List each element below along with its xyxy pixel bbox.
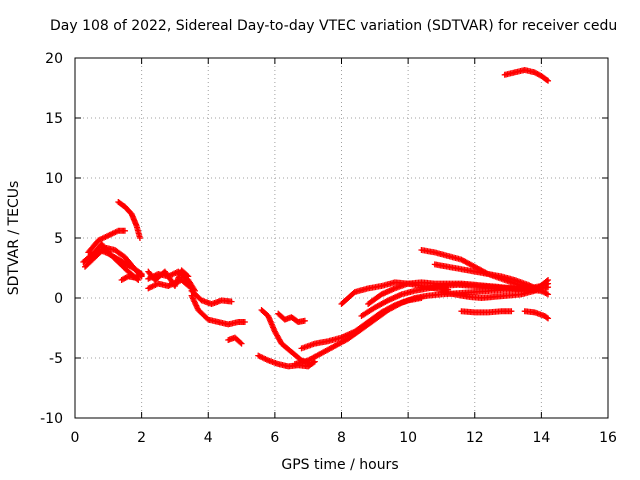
x-tick-label: 10 [399, 430, 417, 446]
series-track-23 [438, 277, 552, 301]
data-point [241, 319, 248, 325]
series-track-26 [501, 67, 552, 84]
data-point [390, 302, 397, 309]
data-layer [80, 67, 552, 370]
data-point [383, 298, 390, 305]
series-track-12 [225, 334, 245, 347]
x-tick-label: 14 [532, 430, 550, 446]
data-point [187, 284, 194, 291]
y-tick-label: -10 [40, 411, 63, 427]
x-tick-label: 0 [71, 430, 80, 446]
series-track-15 [275, 310, 308, 325]
data-point [238, 340, 245, 347]
data-point [136, 235, 143, 241]
data-point [545, 291, 552, 298]
y-tick-label: 15 [45, 111, 63, 127]
y-tick-label: 20 [45, 51, 63, 67]
data-point [237, 339, 244, 346]
series-track-09 [145, 267, 192, 289]
series-track-10 [188, 287, 235, 307]
y-tick-label: 10 [45, 171, 63, 187]
data-point [543, 290, 550, 297]
x-axis-label: GPS time / hours [281, 457, 399, 473]
x-tick-label: 12 [466, 430, 484, 446]
data-point [138, 272, 145, 279]
data-point [301, 317, 308, 324]
series-track-25 [521, 308, 552, 322]
series-track-24 [458, 308, 515, 316]
data-point [184, 272, 191, 279]
data-point [543, 77, 550, 83]
data-point [508, 308, 515, 315]
x-tick-label: 8 [337, 430, 346, 446]
y-tick-label: -5 [49, 351, 63, 367]
series-track-11 [188, 292, 248, 328]
data-point [545, 77, 552, 84]
x-tick-label: 6 [270, 430, 279, 446]
x-tick-label: 2 [137, 430, 146, 446]
data-point [545, 315, 552, 322]
y-tick-label: 5 [54, 231, 63, 247]
data-point [121, 227, 128, 234]
series-track-05 [118, 272, 145, 283]
data-point [418, 295, 425, 301]
data-point [185, 273, 192, 280]
chart-title: Day 108 of 2022, Sidereal Day-to-day VTE… [50, 18, 618, 34]
series-track-06 [115, 199, 143, 241]
tick-layer: 0 2 4 6 8 10 12 14 16 -10 -5 0 5 10 15 20 [40, 51, 617, 446]
data-point [545, 277, 552, 283]
y-tick-label: 0 [54, 291, 63, 307]
x-tick-label: 16 [599, 430, 617, 446]
x-tick-label: 4 [204, 430, 213, 446]
series-track-03 [85, 227, 128, 256]
series-track-17 [298, 295, 425, 352]
data-point [543, 314, 550, 321]
data-point [228, 298, 235, 305]
series-track-22 [431, 261, 552, 298]
grid-layer [75, 58, 608, 418]
data-point [543, 277, 550, 284]
